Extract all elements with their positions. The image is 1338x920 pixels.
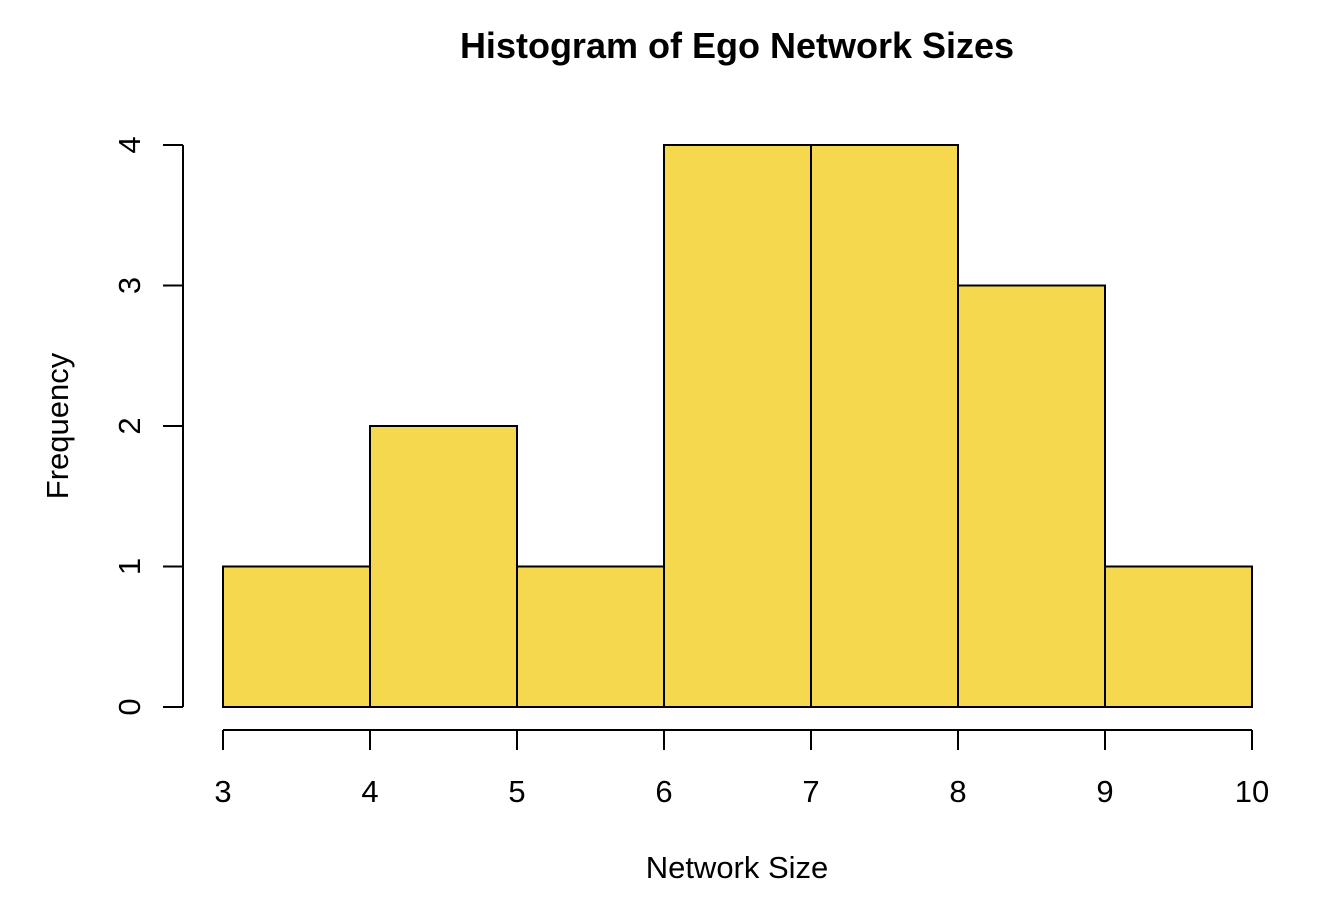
histogram-bar: [222, 565, 371, 708]
x-axis-tick-label: 8: [949, 774, 966, 809]
histogram-bar: [957, 284, 1106, 708]
x-axis-title: Network Size: [646, 850, 829, 885]
y-axis-tick-label: 4: [112, 136, 147, 153]
histogram-bar: [369, 425, 518, 708]
y-axis-tick-label: 3: [112, 277, 147, 294]
x-axis-tick-label: 9: [1096, 774, 1113, 809]
histogram-bar: [1104, 565, 1253, 708]
chart-title: Histogram of Ego Network Sizes: [460, 25, 1014, 66]
bars-group: [222, 144, 1253, 708]
x-axis-tick-label: 4: [361, 774, 378, 809]
x-axis-tick-label: 10: [1235, 774, 1269, 809]
histogram-bar: [810, 144, 959, 708]
histogram-bar: [516, 565, 665, 708]
x-axis-tick-label: 6: [655, 774, 672, 809]
x-axis-tick-label: 3: [214, 774, 231, 809]
histogram-bar: [663, 144, 812, 708]
y-axis-tick-label: 1: [112, 558, 147, 575]
x-axis: 3 4 5 6 7 8 9 10: [214, 729, 1269, 809]
x-axis-tick-label: 7: [802, 774, 819, 809]
y-axis: 0 1 2 3 4: [112, 136, 184, 716]
y-axis-title: Frequency: [40, 352, 75, 499]
x-axis-tick-label: 5: [508, 774, 525, 809]
y-axis-tick-label: 0: [112, 698, 147, 715]
y-axis-tick-label: 2: [112, 417, 147, 434]
